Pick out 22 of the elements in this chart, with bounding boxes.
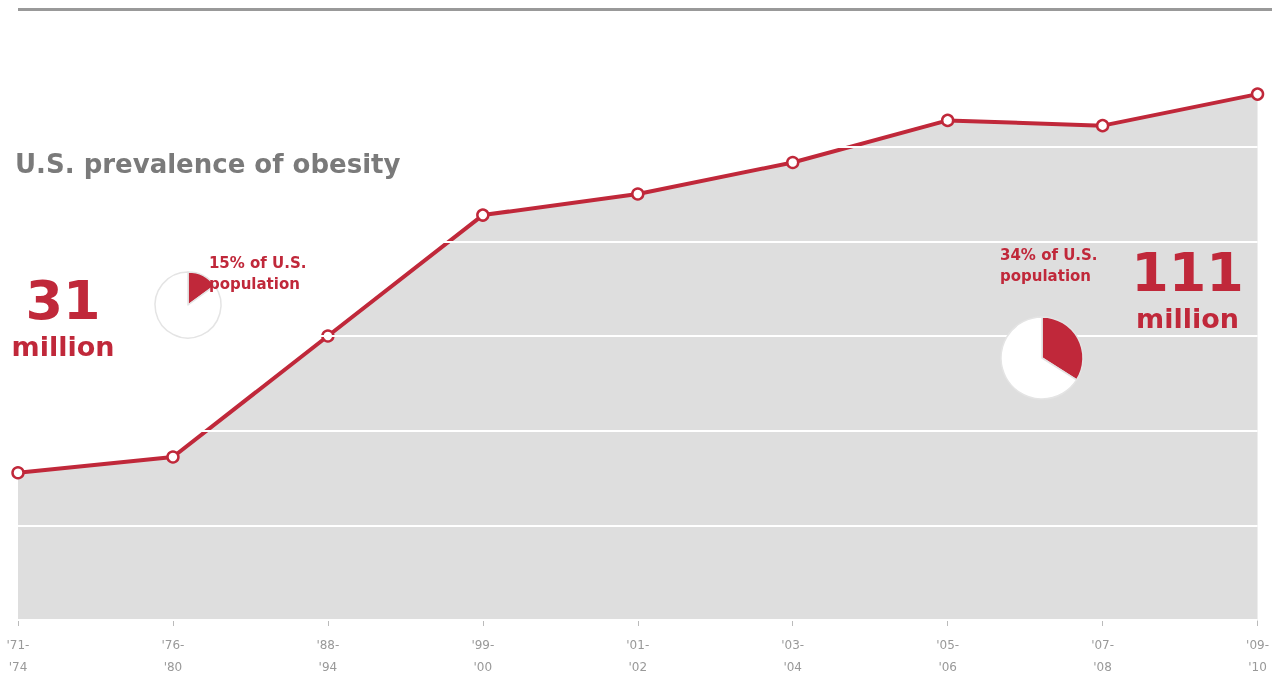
point [1250, 87, 1265, 101]
point [785, 155, 800, 170]
point [476, 208, 490, 222]
slice-label: 15% of U.S. population [208, 254, 312, 294]
text: U.S. prevalence of obesity [15, 149, 401, 179]
annotation: 111 million [1131, 240, 1244, 334]
x-tick-label: '03-'04 [781, 638, 805, 674]
x-tick-label: '09-'10 [1246, 638, 1269, 674]
annotation: 31 million [11, 269, 115, 363]
x-tick-label: '88-'94 [316, 638, 340, 674]
x-tick-label: '71-'74 [6, 638, 30, 674]
x-tick-label: '05-'06 [936, 638, 960, 674]
point [166, 450, 180, 464]
slice-label: 34% of U.S. population [1000, 245, 1103, 285]
point [631, 187, 645, 201]
x-tick-label: '07-'08 [1091, 638, 1115, 674]
x-tick-label: '76-'80 [161, 638, 185, 674]
point [11, 466, 25, 480]
x-tick-label: '01-'02 [626, 638, 650, 674]
point [1095, 118, 1110, 133]
x-tick-label: '99-'00 [471, 638, 495, 674]
point [940, 113, 955, 128]
